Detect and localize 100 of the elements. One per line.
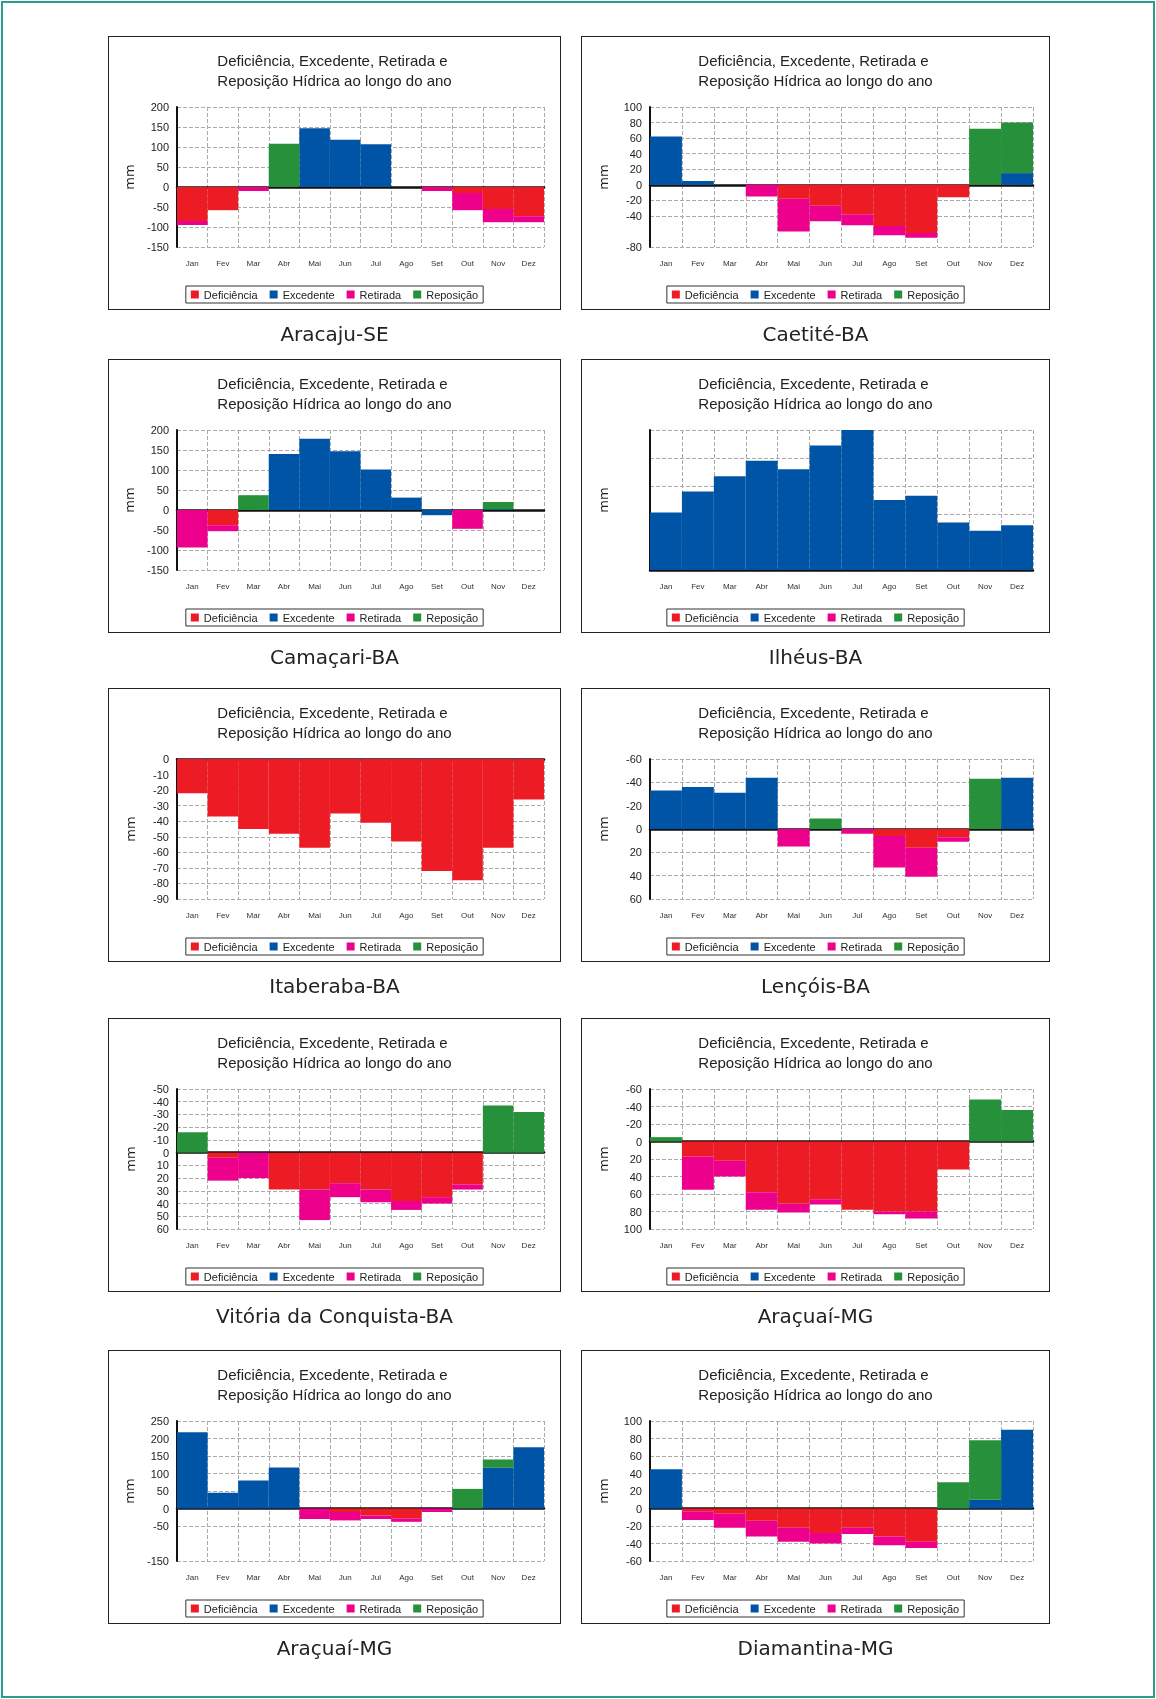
y-tick-label: 100	[150, 1467, 169, 1480]
y-tick-label: -10	[153, 768, 169, 781]
legend-label: Retirada	[359, 1602, 403, 1615]
chart-title: Deficiência, Excedente, Retirada e Reposição Hídrica ao longo do ano	[217, 1365, 452, 1403]
x-tick-label: Abr	[277, 1572, 291, 1582]
chart-title: Deficiência, Excedente, Retirada e Reposição Hídrica ao longo do ano	[217, 51, 452, 89]
legend-label: Retirada	[840, 940, 884, 953]
x-tick-label: Out	[461, 1240, 475, 1250]
x-tick-label: Nov	[978, 1572, 993, 1582]
legend-label: Reposição	[907, 1602, 960, 1615]
text: Lençóis-BA	[760, 974, 871, 998]
y-tick-label: -150	[146, 564, 169, 576]
y-tick-label: 60	[156, 1223, 169, 1235]
x-tick-label: Ago	[399, 581, 415, 591]
x-tick-label: Jul	[370, 1572, 382, 1582]
bar	[1001, 173, 1033, 185]
bar	[238, 495, 269, 510]
x-tick-label: Abr	[277, 1240, 291, 1250]
y-tick-label: 100	[623, 1223, 642, 1235]
legend-label: Deficiência	[684, 1602, 740, 1615]
x-tick-label: Dez	[521, 1572, 536, 1582]
chart-title: Deficiência, Excedente, Retirada e Reposição Hídrica ao longo do ano	[698, 1365, 933, 1403]
x-tick-label: Fev	[216, 1240, 230, 1250]
x-tick-label: Out	[946, 1240, 961, 1250]
x-tick-label: Ago	[882, 910, 898, 920]
y-tick-label: -60	[153, 846, 169, 859]
y-tick-label: 80	[629, 1432, 642, 1445]
x-tick-label: Fev	[691, 581, 705, 591]
legend-label: Reposição	[426, 940, 479, 953]
bar	[207, 510, 239, 526]
bar	[238, 187, 269, 191]
legend-label: Retirada	[840, 611, 884, 624]
y-tick-label: 0	[162, 504, 169, 516]
legend-label: Reposição	[907, 288, 960, 301]
legend-label: Excedente	[282, 1602, 335, 1615]
x-tick-label: Jan	[185, 1572, 199, 1582]
y-tick-label: -40	[626, 1537, 642, 1550]
y-tick-label: 0	[162, 181, 169, 193]
x-tick-label: Out	[461, 910, 475, 920]
x-tick-label: Fev	[691, 910, 705, 920]
x-tick-label: Jul	[852, 581, 863, 591]
y-tick-label: 100	[150, 141, 169, 153]
legend-label: Excedente	[282, 288, 335, 301]
bar	[421, 187, 453, 191]
x-tick-label: Dez	[1009, 258, 1025, 268]
x-tick-label: Mar	[722, 581, 738, 591]
legend-label: Reposição	[907, 611, 960, 624]
x-tick-label: Mar	[722, 910, 738, 920]
y-tick-label: -150	[146, 1555, 169, 1567]
y-tick-label: 20	[629, 846, 642, 859]
bar	[177, 1132, 208, 1153]
y-tick-label: 60	[629, 1188, 642, 1200]
y-tick-label: -10	[153, 1133, 169, 1146]
x-tick-label: Set	[915, 258, 929, 268]
legend-label: Reposição	[426, 1602, 479, 1615]
y-tick-label: -90	[153, 893, 169, 905]
y-tick-label: 0	[635, 1502, 642, 1515]
y-axis-title: mm	[123, 816, 138, 842]
x-tick-label: Jun	[338, 258, 352, 268]
legend-label: Excedente	[763, 940, 816, 953]
x-tick-label: Nov	[978, 1240, 993, 1250]
x-tick-label: Set	[430, 1572, 444, 1582]
legend-label: Deficiência	[203, 1270, 259, 1283]
y-tick-label: -40	[626, 776, 642, 789]
x-tick-label: Out	[461, 258, 475, 268]
x-tick-label: Jul	[370, 910, 382, 920]
bar	[177, 221, 208, 225]
y-tick-label: -40	[626, 209, 642, 222]
x-tick-label: Mai	[308, 258, 322, 268]
x-tick-label: Set	[915, 581, 929, 591]
text: Ilhéus-BA	[767, 645, 864, 669]
legend-label: Deficiência	[203, 288, 259, 301]
chart-title: Deficiência, Excedente, Retirada e Reposição Hídrica ao longo do ano	[698, 1033, 933, 1071]
bar	[937, 837, 970, 842]
y-tick-label: -30	[153, 1108, 169, 1121]
y-tick-label: -50	[153, 524, 169, 536]
x-tick-label: Nov	[491, 581, 506, 591]
x-tick-label: Mai	[787, 1572, 801, 1582]
x-tick-label: Jul	[852, 910, 863, 920]
x-tick-label: Mai	[787, 581, 801, 591]
bar	[650, 1137, 682, 1142]
x-tick-label: Set	[430, 1240, 444, 1250]
legend-label: Reposição	[426, 288, 479, 301]
x-tick-label: Mai	[787, 258, 801, 268]
x-tick-label: Mar	[246, 1240, 261, 1250]
x-tick-label: Set	[915, 1572, 929, 1582]
x-tick-label: Out	[461, 1572, 475, 1582]
bar	[452, 1184, 483, 1190]
x-tick-label: Dez	[1009, 910, 1025, 920]
y-tick-label: 250	[150, 1415, 169, 1427]
x-tick-label: Jan	[185, 258, 199, 268]
legend-label: Reposição	[907, 940, 960, 953]
legend-label: Retirada	[359, 611, 403, 624]
y-tick-label: 100	[623, 1415, 642, 1427]
bar	[268, 143, 300, 187]
bar	[841, 829, 874, 834]
x-tick-label: Jun	[819, 581, 832, 591]
y-tick-label: -60	[626, 1083, 642, 1095]
y-axis-title: mm	[596, 816, 611, 842]
legend-label: Retirada	[840, 1270, 884, 1283]
